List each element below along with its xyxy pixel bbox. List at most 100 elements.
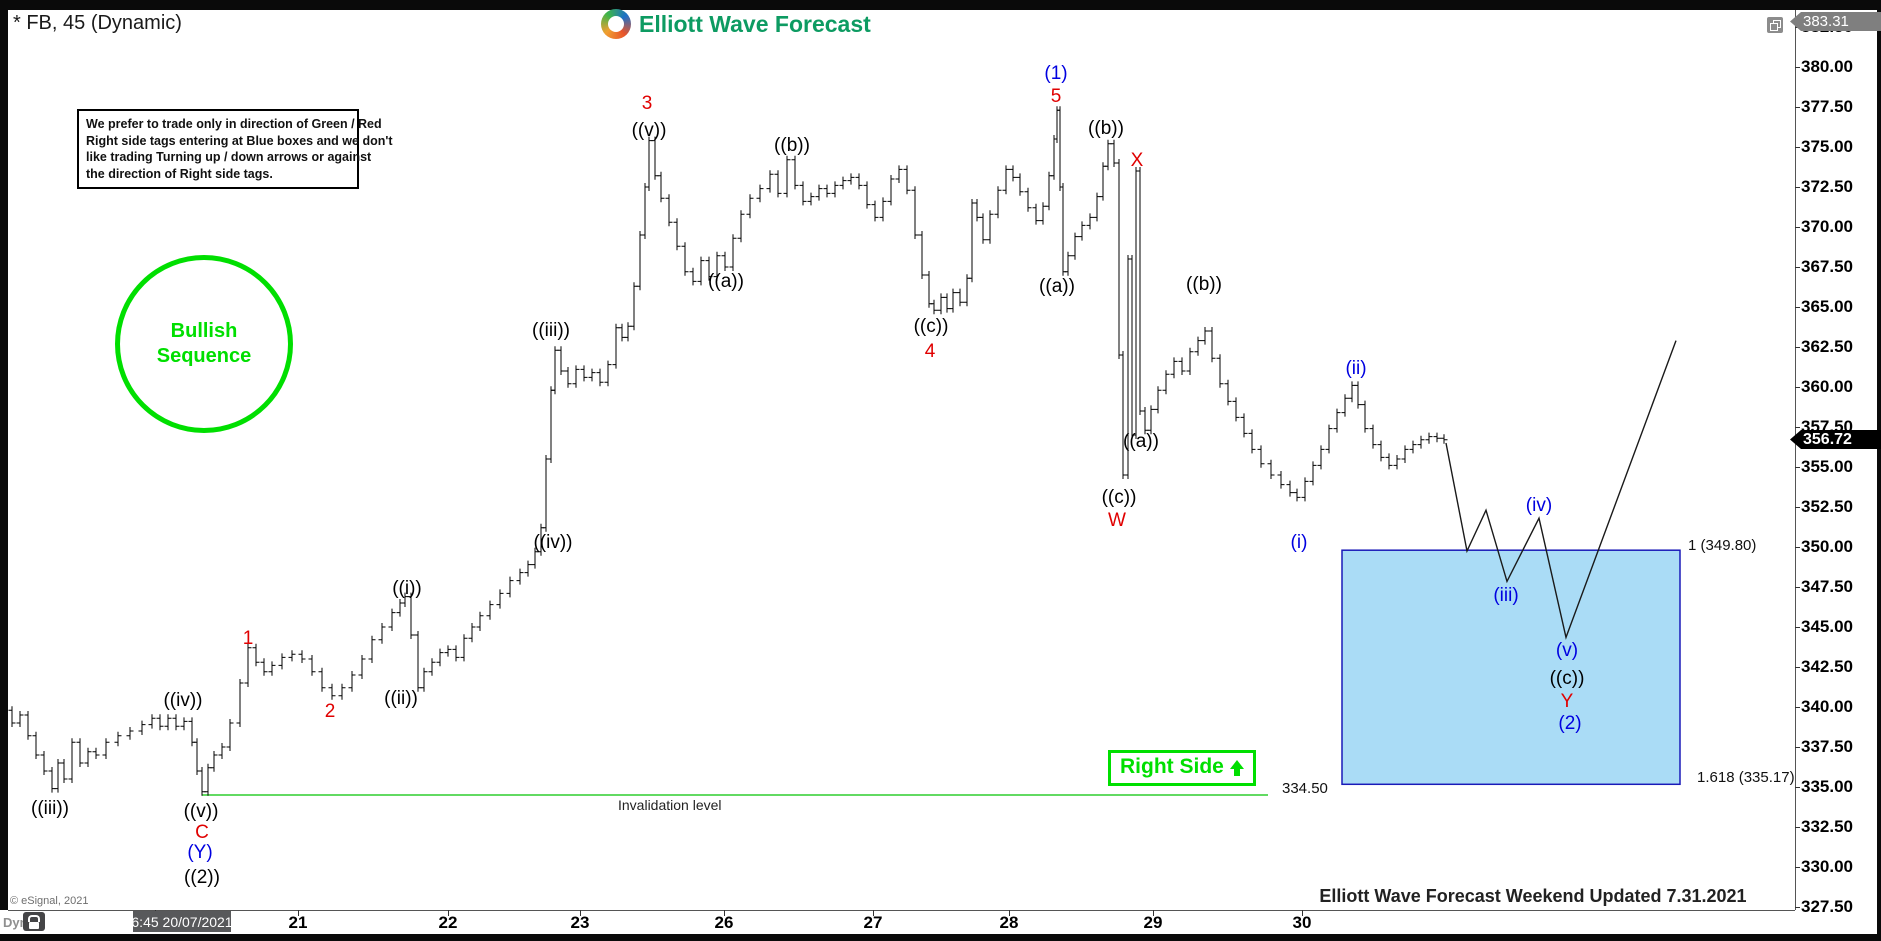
day-tick-label: 22 <box>438 913 458 932</box>
disclaimer-box: We prefer to trade only in direction of … <box>77 109 393 189</box>
price-tick-label: 355.00 <box>1801 457 1853 476</box>
price-tick-label: 352.50 <box>1801 497 1853 516</box>
price-tick-mark <box>1795 707 1800 708</box>
price-tick-label: 380.00 <box>1801 57 1853 76</box>
disclaimer-line: like trading Turning up / down arrows or… <box>86 150 372 164</box>
wave-label: (i) <box>1290 532 1308 553</box>
disclaimer-line: Right side tags entering at Blue boxes a… <box>86 133 393 148</box>
window-border-left <box>0 10 8 910</box>
price-tick-label: 340.00 <box>1801 697 1853 716</box>
wave-label: 1 <box>242 628 254 649</box>
price-tick-mark <box>1795 867 1800 868</box>
day-tick-label: 29 <box>1143 913 1163 932</box>
lock-icon[interactable] <box>23 912 45 931</box>
right-side-badge: Right Side <box>1108 750 1256 786</box>
up-arrow-icon <box>1229 760 1244 776</box>
window-border-right <box>1877 0 1881 934</box>
wave-label: ((ii)) <box>384 688 418 709</box>
bullish-sequence-circle: Bullish Sequence <box>115 255 293 433</box>
price-tick-label: 347.50 <box>1801 577 1853 596</box>
wave-label: ((v)) <box>183 801 219 822</box>
wave-label: (Y) <box>187 842 213 863</box>
elliott-wave-swirl-icon <box>601 9 631 39</box>
price-tick-label: 330.00 <box>1801 857 1853 876</box>
price-tick-label: 327.50 <box>1801 897 1853 916</box>
day-tick-mark <box>580 910 581 916</box>
wave-label: ((a)) <box>1123 431 1159 452</box>
wave-label: (v) <box>1555 640 1579 661</box>
dyn-mode-label: Dyn <box>3 915 28 930</box>
price-tick-label: 345.00 <box>1801 617 1853 636</box>
day-tick-mark <box>448 910 449 916</box>
right-side-label: Right Side <box>1120 755 1224 778</box>
day-tick-mark <box>1009 910 1010 916</box>
price-tick-mark <box>1795 587 1800 588</box>
chart-title: * FB, 45 (Dynamic) <box>13 12 182 34</box>
wave-label: ((iv)) <box>533 532 573 553</box>
price-tick-mark <box>1795 427 1800 428</box>
price-tick-mark <box>1795 307 1800 308</box>
price-tick-label: 370.00 <box>1801 217 1853 236</box>
blue-box-top-label: 1 (349.80) <box>1688 537 1757 554</box>
wave-label: ((b)) <box>774 135 810 156</box>
price-tick-label: 350.00 <box>1801 537 1853 556</box>
disclaimer-line: We prefer to trade only in direction of … <box>86 117 382 131</box>
price-tick-mark <box>1795 347 1800 348</box>
brand-logo: Elliott Wave Forecast <box>601 9 871 39</box>
price-tick-label: 342.50 <box>1801 657 1853 676</box>
window-border-bottom <box>0 934 1881 941</box>
wave-label: 3 <box>641 93 653 114</box>
bullish-line2: Sequence <box>156 345 252 367</box>
disclaimer-line: the direction of Right side tags. <box>86 166 273 181</box>
price-tick-mark <box>1795 67 1800 68</box>
price-tick-label: 360.00 <box>1801 377 1853 396</box>
wave-label: ((a)) <box>1039 276 1075 297</box>
wave-label: ((iii)) <box>31 798 69 819</box>
wave-label: (iii) <box>1493 585 1519 606</box>
price-axis-line <box>1795 10 1796 910</box>
price-tick-label: 365.00 <box>1801 297 1853 316</box>
price-tick-mark <box>1795 187 1800 188</box>
cursor-time-badge: 6:45 20/07/2021 <box>131 911 233 932</box>
wave-label: (2) <box>1558 713 1582 734</box>
day-tick-mark <box>1153 910 1154 916</box>
brand-name: Elliott Wave Forecast <box>639 10 871 37</box>
price-tick-mark <box>1795 107 1800 108</box>
wave-label: 4 <box>924 341 936 362</box>
bullish-line1: Bullish <box>170 320 238 342</box>
invalidation-level-text: Invalidation level <box>618 797 722 813</box>
price-tick-mark <box>1795 467 1800 468</box>
price-tick-mark <box>1795 907 1800 908</box>
wave-label: X <box>1130 150 1144 171</box>
wave-label: ((b)) <box>1186 274 1222 295</box>
day-tick-label: 21 <box>288 913 308 932</box>
day-tick-label: 27 <box>863 913 883 932</box>
wave-label: ((v)) <box>631 120 667 141</box>
wave-label: ((2)) <box>184 867 220 888</box>
wave-label: ((b)) <box>1088 118 1124 139</box>
restore-window-icon[interactable] <box>1767 17 1783 33</box>
price-tick-label: 372.50 <box>1801 177 1853 196</box>
price-tick-label: 332.50 <box>1801 817 1853 836</box>
wave-label: ((iv)) <box>163 690 203 711</box>
last-price-badge: 356.72 <box>1790 430 1881 449</box>
wave-label: ((a)) <box>708 271 744 292</box>
price-tick-mark <box>1795 147 1800 148</box>
price-tick-mark <box>1795 267 1800 268</box>
day-tick-label: 23 <box>570 913 590 932</box>
price-tick-mark <box>1795 667 1800 668</box>
wave-label: (iv) <box>1525 495 1553 516</box>
wave-label: W <box>1108 510 1126 531</box>
price-tick-label: 337.50 <box>1801 737 1853 756</box>
price-tick-mark <box>1795 507 1800 508</box>
price-tick-label: 375.00 <box>1801 137 1853 156</box>
wave-label: 2 <box>324 701 336 722</box>
wave-label: ((c)) <box>1101 487 1137 508</box>
price-tick-mark <box>1795 827 1800 828</box>
price-tick-label: 367.50 <box>1801 257 1853 276</box>
price-tick-mark <box>1795 227 1800 228</box>
wave-label: ((i)) <box>392 578 422 599</box>
price-tick-mark <box>1795 787 1800 788</box>
